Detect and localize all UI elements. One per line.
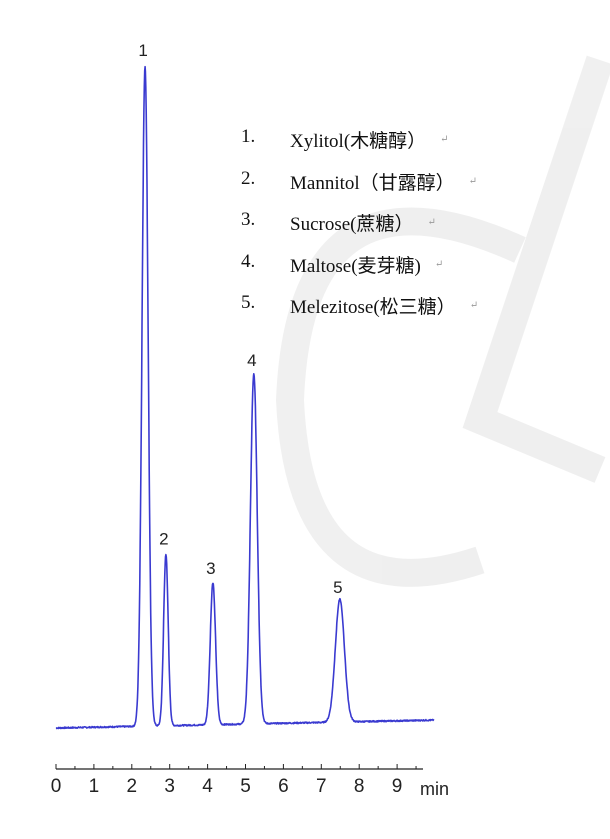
return-mark-icon: ↵ — [440, 134, 449, 145]
peak-label: 4 — [247, 351, 256, 370]
legend-entry: 3. Sucrose(蔗糖） ↵ — [241, 209, 478, 251]
legend-entry-text: Maltose(麦芽糖) — [290, 255, 421, 277]
x-tick-label: 1 — [89, 776, 100, 797]
legend-entry-text: Mannitol（甘露醇） — [290, 172, 455, 194]
x-tick-label: 2 — [127, 776, 138, 797]
legend: 1. Xylitol(木糖醇） ↵ 2. Mannitol（甘露醇） ↵ 3. Sucrose… — [241, 126, 478, 334]
x-tick-label: 7 — [316, 776, 327, 797]
x-tick-label: 8 — [354, 776, 365, 797]
x-tick-label: 4 — [202, 776, 213, 797]
legend-entry-number: 1. — [241, 126, 256, 147]
x-axis-unit-label: min — [420, 779, 449, 799]
peak-label: 1 — [138, 41, 147, 60]
x-tick-label: 9 — [392, 776, 403, 797]
legend-entry: 4. Maltose(麦芽糖) ↵ — [241, 251, 478, 293]
watermark — [275, 55, 610, 587]
legend-entry: 2. Mannitol（甘露醇） ↵ — [241, 168, 478, 210]
legend-entry: 5. Melezitose(松三糖） ↵ — [241, 292, 478, 334]
legend-entry-text: Melezitose(松三糖） — [290, 297, 456, 318]
legend-entry-number: 2. — [241, 167, 256, 189]
legend-entry-text: Xylitol(木糖醇） — [290, 131, 427, 152]
legend-entry-text: Sucrose(蔗糖） — [290, 214, 414, 235]
return-mark-icon: ↵ — [469, 300, 479, 311]
x-tick-label: 5 — [240, 776, 251, 797]
return-mark-icon: ↵ — [468, 175, 478, 187]
peak-label: 2 — [159, 529, 168, 548]
return-mark-icon: ↵ — [427, 217, 436, 228]
x-axis: 0 1 2 3 4 5 6 7 8 9 min — [51, 764, 449, 799]
x-tick-label: 0 — [51, 776, 62, 797]
return-mark-icon: ↵ — [434, 258, 444, 270]
legend-entry-number: 3. — [241, 209, 256, 230]
peak-labels: 1 2 3 4 5 — [138, 41, 342, 597]
x-tick-label: 6 — [278, 776, 289, 797]
peak-label: 5 — [333, 578, 342, 597]
peak-label: 3 — [206, 559, 215, 578]
x-tick-label: 3 — [164, 776, 175, 797]
legend-entry: 1. Xylitol(木糖醇） ↵ — [241, 126, 478, 168]
legend-entry-number: 4. — [241, 250, 256, 272]
signal-trace — [55, 65, 435, 730]
legend-entry-number: 5. — [241, 292, 256, 313]
